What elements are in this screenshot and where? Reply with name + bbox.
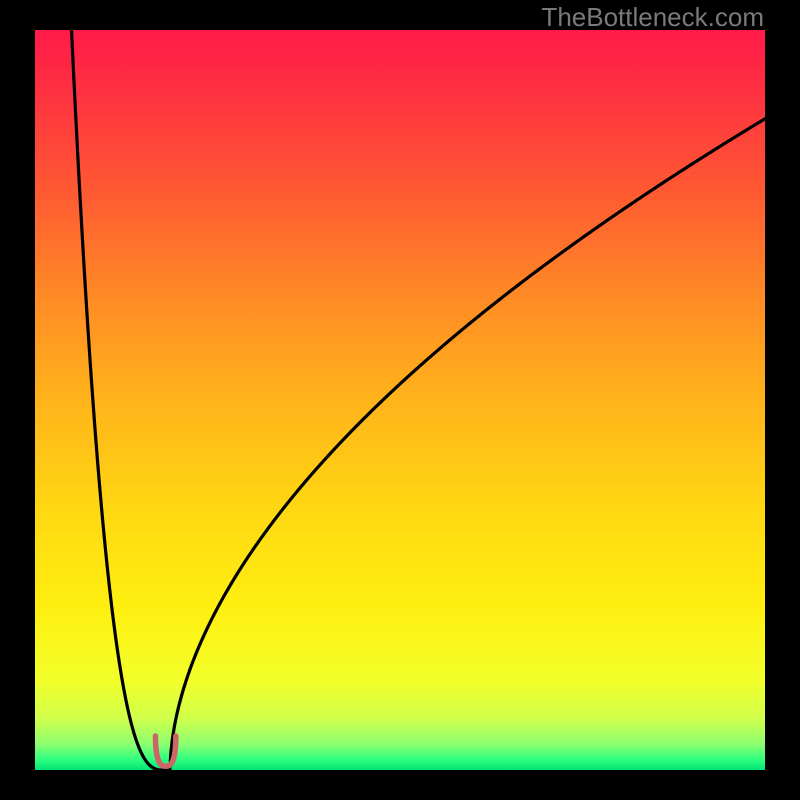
svg-layer: [0, 0, 800, 800]
watermark-text: TheBottleneck.com: [541, 2, 764, 33]
stage: TheBottleneck.com: [0, 0, 800, 800]
bottleneck-curve: [72, 30, 766, 770]
